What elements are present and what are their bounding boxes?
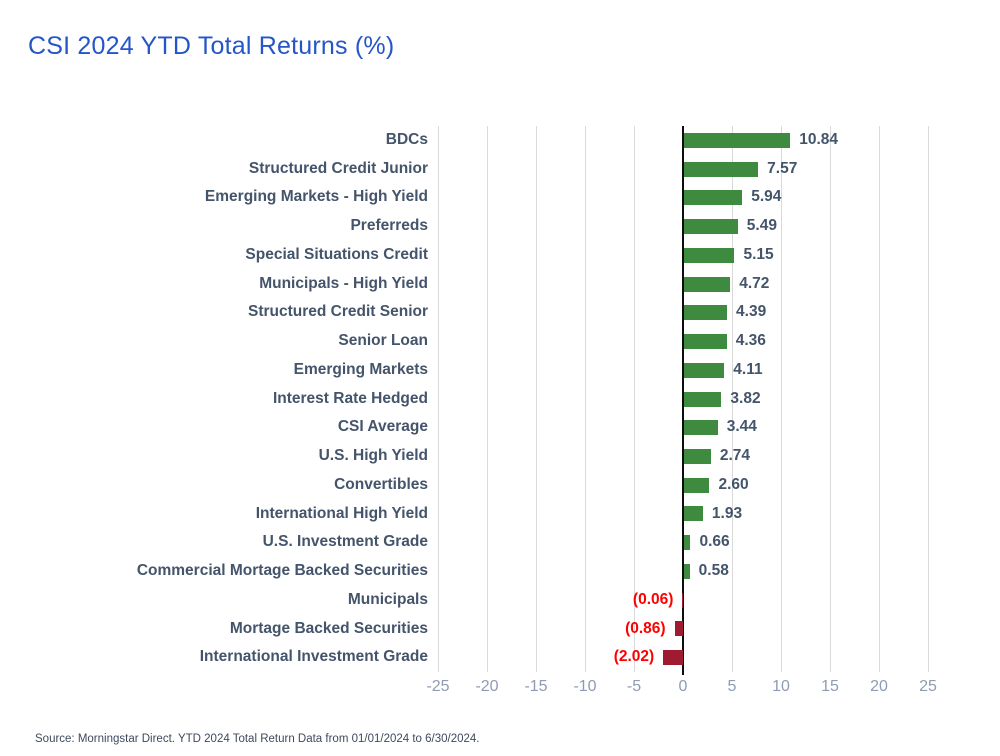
gridline — [878, 126, 880, 672]
category-label: CSI Average — [337, 418, 428, 436]
category-labels-column: BDCs Structured Credit Junior Emerging Mar… — [0, 126, 428, 672]
bar — [663, 650, 683, 666]
x-tick-label: -5 — [626, 678, 642, 695]
gridline — [633, 126, 635, 672]
bar — [684, 305, 728, 321]
value-label: 7.57 — [767, 159, 798, 177]
category-label: Mortage Backed Securities — [229, 619, 428, 637]
value-label: 2.60 — [718, 475, 749, 493]
x-tick-label: 10 — [772, 678, 790, 695]
value-label: (0.86) — [625, 619, 666, 637]
x-axis-ticks: -25 -20 -15 -10 -5 0 5 10 15 20 25 — [426, 676, 936, 700]
chart-title: CSI 2024 YTD Total Returns (%) — [28, 32, 395, 60]
category-label: BDCs — [385, 131, 428, 148]
category-label: Convertibles — [334, 475, 428, 493]
category-label: Structured Credit Junior — [248, 159, 428, 177]
value-label: 3.44 — [726, 418, 757, 436]
category-label: Municipals - High Yield — [259, 274, 428, 292]
value-label: (2.02) — [613, 648, 655, 666]
bar — [684, 506, 703, 522]
value-label: 0.66 — [699, 533, 730, 551]
bar — [684, 132, 791, 148]
plot-area: 10.84 7.57 5.94 5.49 5.15 4.72 4.39 4.36 4.11 3.8… — [437, 126, 929, 675]
bar — [684, 161, 759, 177]
bar — [684, 448, 711, 464]
bar — [684, 563, 690, 579]
x-tick-label: 5 — [727, 678, 737, 695]
bar — [684, 362, 725, 378]
category-label: Commercial Mortage Backed Securities — [136, 562, 428, 580]
gridline — [437, 126, 439, 672]
value-label: 0.58 — [698, 562, 729, 580]
value-label: 5.15 — [743, 245, 774, 263]
value-label: (0.06) — [632, 590, 674, 608]
gridline — [927, 126, 929, 672]
x-tick-label: -10 — [573, 678, 597, 695]
value-label: 3.82 — [730, 389, 761, 407]
source-note: Source: Morningstar Direct. YTD 2024 Tot… — [35, 733, 480, 745]
bar — [684, 276, 731, 292]
value-label: 4.11 — [733, 360, 763, 378]
bar — [684, 247, 735, 263]
value-label: 5.49 — [746, 217, 777, 235]
value-label: 4.39 — [736, 303, 767, 321]
x-tick-label: -20 — [475, 678, 499, 695]
gridline — [780, 126, 782, 672]
bar — [674, 621, 683, 637]
category-label: Municipals — [347, 590, 428, 608]
bar — [684, 219, 738, 235]
category-label: International Investment Grade — [199, 648, 428, 666]
category-label: Interest Rate Hedged — [272, 389, 428, 407]
value-label: 1.93 — [711, 504, 743, 522]
category-label: Senior Loan — [338, 332, 428, 350]
bar — [684, 391, 722, 407]
bar — [684, 190, 743, 206]
gridline — [731, 126, 733, 672]
x-tick-label: 0 — [678, 678, 688, 695]
value-label: 5.94 — [751, 188, 782, 206]
bar — [684, 420, 718, 436]
category-label: Structured Credit Senior — [248, 303, 428, 321]
bar — [684, 477, 710, 493]
value-label: 2.74 — [719, 447, 751, 465]
x-tick-label: 20 — [870, 678, 888, 695]
category-label: U.S. Investment Grade — [262, 533, 428, 551]
x-tick-label: 25 — [919, 678, 937, 695]
gridline — [535, 126, 537, 672]
gridline — [584, 126, 586, 672]
x-tick-label: -15 — [524, 678, 548, 695]
value-label: 4.72 — [739, 274, 770, 292]
category-label: Preferreds — [350, 217, 428, 235]
category-label: Special Situations Credit — [245, 245, 428, 263]
zero-axis-line — [682, 126, 684, 675]
bar — [682, 592, 683, 608]
gridline — [829, 126, 831, 672]
gridline — [486, 126, 488, 672]
x-tick-label: -25 — [426, 678, 450, 695]
value-label: 4.36 — [735, 332, 766, 350]
category-label: U.S. High Yield — [318, 447, 428, 465]
category-label: Emerging Markets - High Yield — [204, 188, 428, 206]
category-label: International High Yield — [255, 504, 428, 522]
category-label: Emerging Markets — [293, 360, 428, 378]
bar — [684, 535, 691, 551]
bar — [684, 334, 727, 350]
value-label: 10.84 — [799, 131, 839, 148]
x-tick-label: 15 — [821, 678, 839, 695]
